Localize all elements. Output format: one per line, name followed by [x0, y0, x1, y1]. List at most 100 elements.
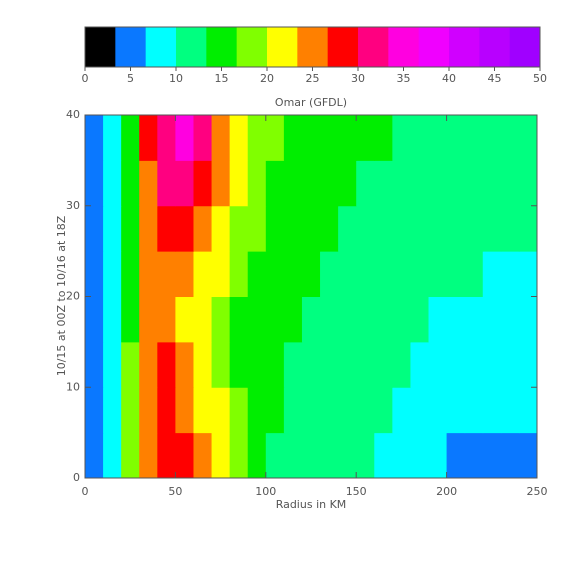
contour-cell: [247, 205, 267, 252]
contour-cell: [392, 251, 411, 297]
contour-cell: [356, 205, 375, 252]
contour-cell: [482, 296, 502, 343]
contour-cell: [103, 387, 122, 434]
contour-cell: [500, 341, 520, 388]
contour-cell: [410, 387, 430, 434]
contour-cell: [482, 115, 502, 161]
contour-cell: [500, 387, 520, 434]
contour-cell: [428, 387, 448, 434]
contour-cell: [301, 387, 321, 434]
contour-cell: [193, 205, 213, 252]
colorbar-swatch: [176, 27, 207, 67]
contour-cell: [193, 160, 213, 207]
contour-cell: [247, 160, 267, 207]
contour-cell: [211, 387, 231, 434]
contour-cell: [229, 251, 249, 297]
contour-cell: [500, 432, 520, 479]
contour-cell: [157, 115, 176, 161]
contour-cell: [428, 341, 448, 388]
contour-cell: [500, 296, 520, 343]
contour-cell: [482, 251, 502, 297]
contour-cell: [518, 296, 538, 343]
contour-cell: [283, 296, 303, 343]
contour-cell: [482, 387, 502, 434]
contour-cell: [356, 115, 375, 161]
contour-cell: [446, 341, 466, 388]
contour-cell: [283, 115, 303, 161]
colorbar-swatch: [418, 27, 450, 67]
contour-cell: [121, 115, 140, 161]
colorbar-swatch: [509, 27, 541, 67]
colorbar-tick-label: 35: [397, 72, 411, 85]
x-tick-label: 50: [168, 485, 182, 498]
contour-cell: [247, 296, 267, 343]
contour-cell: [320, 115, 339, 161]
x-tick-label: 200: [436, 485, 457, 498]
contour-cell: [121, 160, 140, 207]
contour-cell: [482, 432, 502, 479]
contour-cell: [410, 432, 430, 479]
contour-cell: [410, 341, 430, 388]
contour-cell: [85, 205, 104, 252]
contour-cell: [121, 251, 140, 297]
contour-cell: [301, 205, 321, 252]
contour-cell: [301, 432, 321, 479]
contour-cell: [229, 432, 249, 479]
contour-cell: [464, 115, 484, 161]
contour-cell: [229, 387, 249, 434]
colorbar-tick-label: 40: [442, 72, 456, 85]
contour-cell: [338, 115, 357, 161]
contour-cell: [229, 160, 249, 207]
contour-cell: [175, 296, 194, 343]
contour-cell: [157, 205, 176, 252]
contour-cell: [518, 205, 538, 252]
colorbar-tick-label: 5: [127, 72, 134, 85]
colorbar-swatch: [388, 27, 420, 67]
contour-cell: [428, 160, 448, 207]
contour-cell: [193, 251, 213, 297]
contour-cell: [500, 251, 520, 297]
contour-cell: [482, 205, 502, 252]
contour-cell: [193, 341, 213, 388]
colorbar-swatch: [85, 27, 116, 67]
contour-cell: [211, 341, 231, 388]
contour-cell: [193, 387, 213, 434]
contour-cell: [320, 205, 339, 252]
x-tick-label: 250: [527, 485, 548, 498]
contour-cell: [121, 205, 140, 252]
contour-cell: [320, 296, 339, 343]
colorbar-tick-label: 30: [351, 72, 365, 85]
contour-cell: [374, 160, 393, 207]
contour-cell: [157, 160, 176, 207]
contour-cell: [175, 387, 194, 434]
contour-cell: [446, 251, 466, 297]
contour-cell: [356, 341, 375, 388]
contour-cell: [103, 296, 122, 343]
contour-cell: [265, 387, 285, 434]
contour-cell: [175, 251, 194, 297]
contour-cell: [518, 160, 538, 207]
contour-cell: [229, 341, 249, 388]
contour-cell: [157, 296, 176, 343]
contour-cell: [139, 160, 158, 207]
contour-cell: [265, 296, 285, 343]
contour-cell: [464, 205, 484, 252]
colorbar-swatch: [267, 27, 298, 67]
contour-cell: [518, 341, 538, 388]
contour-cell: [283, 432, 303, 479]
x-tick-label: 150: [346, 485, 367, 498]
contour-cell: [175, 205, 194, 252]
contour-cell: [338, 296, 357, 343]
contour-cell: [247, 251, 267, 297]
contour-cell: [428, 115, 448, 161]
y-tick-label: 30: [66, 199, 80, 212]
x-tick-label: 100: [255, 485, 276, 498]
contour-cell: [392, 205, 411, 252]
contour-cell: [374, 205, 393, 252]
contour-cell: [175, 160, 194, 207]
colorbar-swatch: [145, 27, 177, 67]
y-tick-label: 10: [66, 380, 80, 393]
colorbar-swatch: [297, 27, 329, 67]
contour-cell: [446, 115, 466, 161]
contour-cell: [85, 341, 104, 388]
